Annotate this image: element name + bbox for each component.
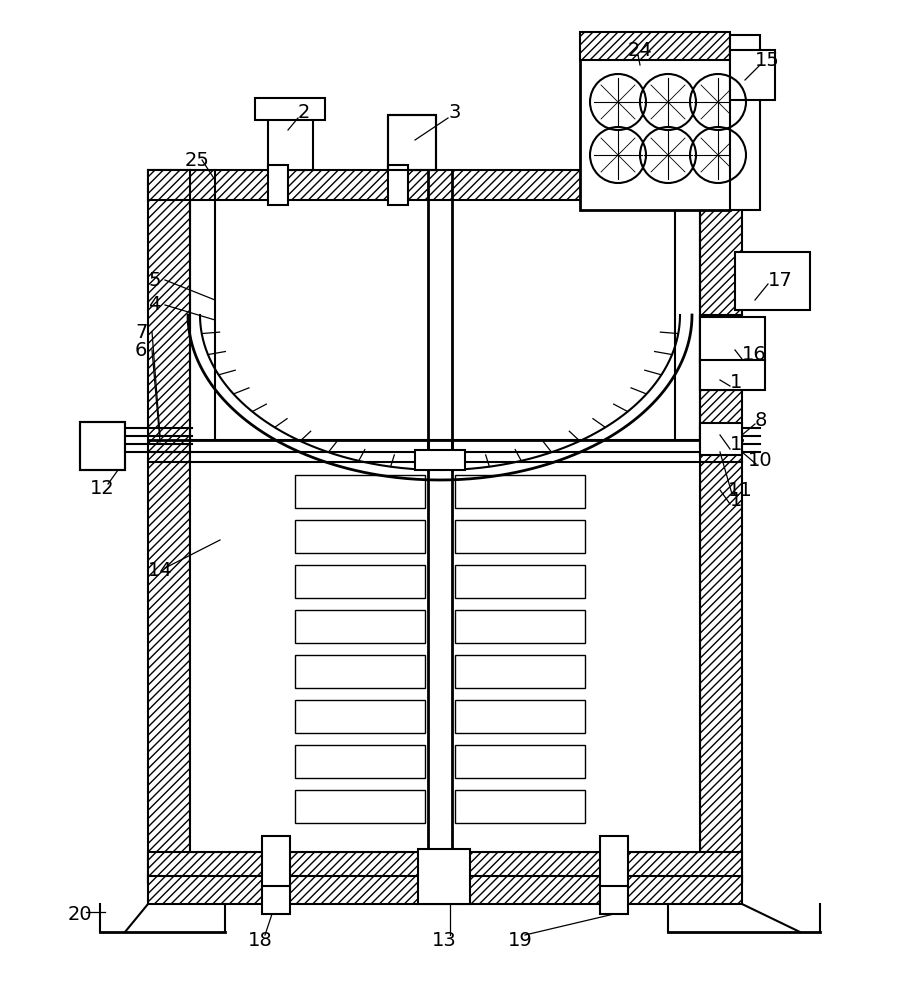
Bar xyxy=(455,520,585,553)
Text: 15: 15 xyxy=(755,50,780,70)
Bar xyxy=(735,252,810,310)
Bar xyxy=(262,886,290,914)
Text: 16: 16 xyxy=(742,346,767,364)
Bar xyxy=(148,170,190,882)
Text: 12: 12 xyxy=(90,479,114,497)
Bar xyxy=(700,317,765,362)
Text: 1: 1 xyxy=(730,372,742,391)
Bar xyxy=(295,745,425,778)
Text: 7: 7 xyxy=(135,322,148,342)
Bar xyxy=(700,170,742,200)
Bar xyxy=(295,610,425,643)
Bar xyxy=(295,565,425,598)
Text: 6: 6 xyxy=(135,340,148,360)
Bar xyxy=(295,475,425,508)
Bar xyxy=(730,35,760,210)
Text: 14: 14 xyxy=(148,560,173,580)
Bar xyxy=(388,115,436,170)
Bar xyxy=(455,745,585,778)
Bar xyxy=(700,360,765,390)
Text: 2: 2 xyxy=(298,103,310,121)
Bar xyxy=(295,655,425,688)
Text: 18: 18 xyxy=(248,930,273,950)
Bar xyxy=(455,790,585,823)
Text: 20: 20 xyxy=(68,906,93,924)
Text: 8: 8 xyxy=(755,410,768,430)
Bar xyxy=(700,423,742,455)
Text: 1: 1 xyxy=(730,436,742,454)
Bar xyxy=(268,102,313,170)
Bar xyxy=(388,165,408,205)
Bar xyxy=(255,98,325,120)
Bar xyxy=(295,790,425,823)
Bar xyxy=(580,35,730,210)
Text: 10: 10 xyxy=(748,450,773,470)
Bar xyxy=(600,886,628,914)
Text: 5: 5 xyxy=(148,270,160,290)
Text: 13: 13 xyxy=(432,930,457,950)
Bar xyxy=(700,315,742,390)
Text: 1: 1 xyxy=(730,490,742,510)
Bar xyxy=(455,565,585,598)
Bar xyxy=(418,849,470,904)
Bar xyxy=(295,700,425,733)
Bar xyxy=(600,836,628,888)
Bar xyxy=(80,422,125,470)
Bar xyxy=(190,440,700,852)
Text: 11: 11 xyxy=(728,481,752,499)
Text: 4: 4 xyxy=(148,296,160,314)
Bar xyxy=(268,165,288,205)
Text: 17: 17 xyxy=(768,270,793,290)
Bar xyxy=(148,852,742,882)
Bar xyxy=(455,475,585,508)
Bar xyxy=(80,422,125,470)
Text: 3: 3 xyxy=(448,103,460,121)
Text: 24: 24 xyxy=(628,40,652,60)
Bar xyxy=(455,700,585,733)
Bar xyxy=(455,610,585,643)
Bar xyxy=(295,520,425,553)
Bar xyxy=(262,836,290,888)
Bar xyxy=(580,32,730,60)
Bar xyxy=(455,655,585,688)
Bar xyxy=(730,50,775,100)
Bar xyxy=(415,450,465,470)
Bar xyxy=(148,170,702,200)
Bar xyxy=(388,115,436,170)
Text: 25: 25 xyxy=(185,150,210,169)
Text: 19: 19 xyxy=(508,930,532,950)
Bar xyxy=(148,876,742,904)
Bar xyxy=(700,170,742,882)
